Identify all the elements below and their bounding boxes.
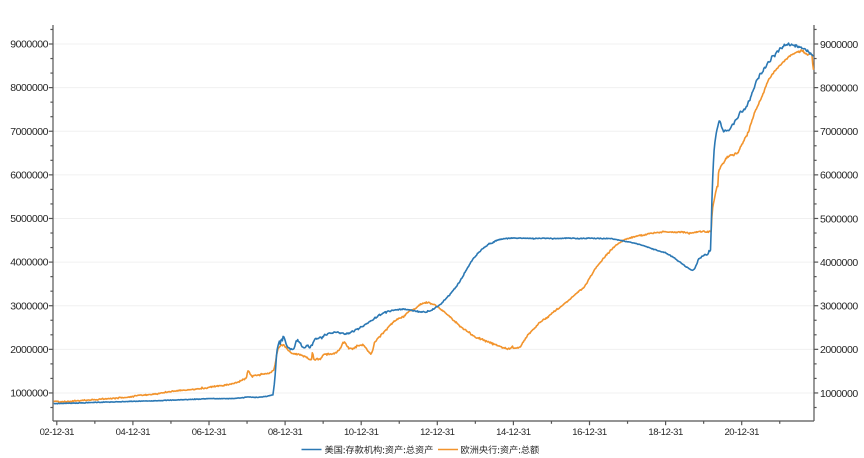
svg-text:9000000: 9000000 [10, 39, 48, 51]
svg-text:2000000: 2000000 [820, 344, 858, 356]
svg-text:3000000: 3000000 [820, 301, 858, 313]
svg-text:1000000: 1000000 [10, 388, 48, 400]
svg-text:9000000: 9000000 [820, 39, 858, 51]
svg-text:6000000: 6000000 [10, 170, 48, 182]
svg-text:16-12-31: 16-12-31 [572, 427, 607, 438]
svg-text:04-12-31: 04-12-31 [116, 427, 151, 438]
svg-text:4000000: 4000000 [820, 257, 858, 269]
svg-text:5000000: 5000000 [820, 213, 858, 225]
svg-text:08-12-31: 08-12-31 [268, 427, 303, 438]
svg-text:7000000: 7000000 [10, 126, 48, 138]
svg-text:8000000: 8000000 [820, 82, 858, 94]
svg-text:02-12-31: 02-12-31 [40, 427, 75, 438]
svg-text:14-12-31: 14-12-31 [496, 427, 531, 438]
svg-text:6000000: 6000000 [820, 170, 858, 182]
svg-text:06-12-31: 06-12-31 [192, 427, 227, 438]
svg-text:10-12-31: 10-12-31 [344, 427, 379, 438]
svg-text:4000000: 4000000 [10, 257, 48, 269]
svg-text:1000000: 1000000 [820, 388, 858, 400]
svg-text:18-12-31: 18-12-31 [648, 427, 683, 438]
svg-text:2000000: 2000000 [10, 344, 48, 356]
svg-text:20-12-31: 20-12-31 [724, 427, 759, 438]
svg-text:3000000: 3000000 [10, 300, 48, 312]
svg-text:7000000: 7000000 [820, 126, 858, 138]
svg-text:8000000: 8000000 [10, 82, 48, 94]
svg-text:12-12-31: 12-12-31 [420, 427, 455, 438]
svg-text:5000000: 5000000 [10, 213, 48, 225]
